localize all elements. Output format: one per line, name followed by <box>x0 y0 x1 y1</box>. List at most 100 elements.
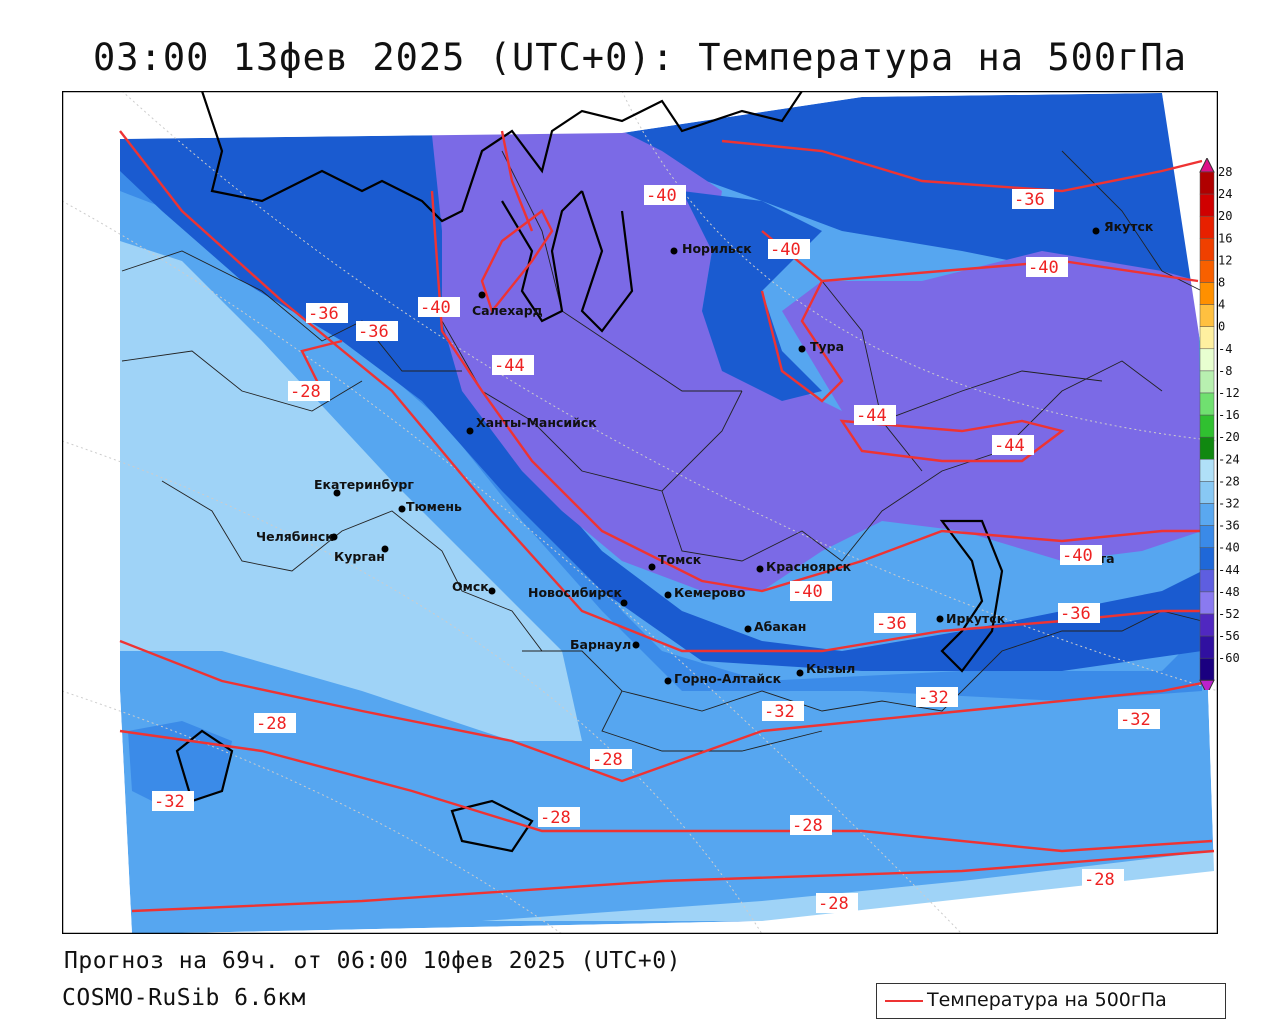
scale-swatch <box>1199 370 1215 394</box>
scale-bottom-arrow <box>1199 679 1215 696</box>
city-label: Горно-Алтайск <box>674 671 782 686</box>
svg-text:-36: -36 <box>876 614 907 634</box>
iso-label: -32 <box>152 791 194 812</box>
svg-text:-40: -40 <box>1062 546 1093 566</box>
iso-label: -36 <box>1012 189 1054 210</box>
scale-tick-label: 4 <box>1218 298 1225 312</box>
scale-swatch <box>1199 569 1215 593</box>
city-barnaul: Барнаул <box>570 637 640 652</box>
iso-label: -44 <box>854 405 896 426</box>
scale-tick-label: -8 <box>1218 364 1232 378</box>
city-label: Норильск <box>682 241 752 256</box>
city-salekhard: Салехард <box>472 291 543 318</box>
iso-label: -32 <box>1118 709 1160 730</box>
scale-swatch <box>1199 348 1215 372</box>
city-kemerovo: Кемерово <box>664 585 746 600</box>
forecast-info: Прогноз на 69ч. от 06:00 10фев 2025 (UTC… <box>64 948 681 974</box>
coastline <box>175 91 1004 853</box>
city-label: Кемерово <box>674 585 746 600</box>
band-24 <box>120 241 582 741</box>
svg-text:-28: -28 <box>818 894 849 914</box>
scale-tick-label: -60 <box>1218 651 1240 665</box>
iso-label: -28 <box>1082 869 1124 890</box>
scale-top-arrow <box>1199 156 1215 173</box>
cities: Якутск Норильск Салехард Тура Ханты-Манс… <box>256 219 1154 686</box>
scale-tick-label: -36 <box>1218 519 1240 533</box>
scale-swatch <box>1199 547 1215 571</box>
iso-label: -40 <box>1060 545 1102 566</box>
city-tura: Тура <box>798 339 844 354</box>
city-label: Красноярск <box>766 559 852 574</box>
svg-text:-40: -40 <box>770 240 801 260</box>
legend-label: Температура на 500гПа <box>927 989 1167 1011</box>
color-scale-svg: 28 24 20 16 12 8 4 0 -4 -8 -12 -16 -20 -24 -28 -32 -36 -4… <box>1199 156 1240 696</box>
scale-swatch <box>1199 591 1215 615</box>
svg-text:-44: -44 <box>994 436 1025 456</box>
scale-tick-label: -48 <box>1218 585 1240 599</box>
city-abakan: Абакан <box>744 619 806 634</box>
scale-tick-label: -56 <box>1218 629 1240 643</box>
city-label: Томск <box>658 552 702 567</box>
svg-text:-44: -44 <box>856 406 887 426</box>
scale-swatch <box>1199 260 1215 283</box>
svg-text:-40: -40 <box>792 582 823 602</box>
scale-swatch <box>1199 613 1215 637</box>
scale-tick-label: -28 <box>1218 474 1240 488</box>
svg-text:-28: -28 <box>540 808 571 828</box>
svg-text:-36: -36 <box>1014 190 1045 210</box>
scale-swatch <box>1199 193 1215 217</box>
city-kyzyl: Кызыл <box>796 661 855 677</box>
scale-tick-label: 12 <box>1218 253 1232 267</box>
city-label: Челябинск <box>256 529 334 544</box>
city-tomsk: Томск <box>648 552 702 571</box>
city-yakutsk: Якутск <box>1092 219 1154 235</box>
temperature-map: Якутск Норильск Салехард Тура Ханты-Манс… <box>62 91 1218 934</box>
scale-tick-label: -12 <box>1218 386 1240 400</box>
svg-text:-40: -40 <box>1028 258 1059 278</box>
scale-tick-label: -44 <box>1218 563 1240 577</box>
color-scale: 28 24 20 16 12 8 4 0 -4 -8 -12 -16 -20 -24 -28 -32 -36 -4… <box>1198 156 1278 696</box>
scale-swatch <box>1199 326 1215 350</box>
scale-swatch <box>1199 171 1215 195</box>
iso-label: -40 <box>790 581 832 602</box>
iso-label: -40 <box>1026 257 1068 278</box>
city-novosibirsk: Новосибирск <box>528 585 628 607</box>
iso-label: -28 <box>790 815 832 836</box>
svg-text:-32: -32 <box>1120 710 1151 730</box>
city-label: Тюмень <box>406 499 462 514</box>
legend-box: Температура на 500гПа <box>876 983 1226 1019</box>
iso-label: -40 <box>418 297 460 318</box>
scale-swatch <box>1199 657 1215 681</box>
city-khanty: Ханты-Мансийск <box>466 415 597 435</box>
city-label: Иркутск <box>946 611 1006 626</box>
svg-text:-44: -44 <box>494 356 525 376</box>
map-canvas: Якутск Норильск Салехард Тура Ханты-Манс… <box>62 91 1218 934</box>
city-gorno: Горно-Алтайск <box>664 671 782 686</box>
band-36 <box>120 93 1202 671</box>
iso-label: -32 <box>916 687 958 708</box>
graticule <box>62 91 1218 934</box>
iso-label: -36 <box>356 321 398 342</box>
scale-tick-label: -52 <box>1218 607 1240 621</box>
svg-text:-40: -40 <box>420 298 451 318</box>
city-label: Барнаул <box>570 637 631 652</box>
iso-label: -36 <box>874 613 916 634</box>
map-title: 03:00 13фев 2025 (UTC+0): Температура на… <box>93 36 1187 79</box>
iso-label: -28 <box>538 807 580 828</box>
scale-tick-label: 20 <box>1218 209 1232 223</box>
city-label: Кызыл <box>806 661 855 676</box>
scale-swatch <box>1199 392 1215 416</box>
iso-label: -28 <box>288 381 330 402</box>
city-irkutsk: Иркутск <box>936 611 1006 626</box>
scale-swatch <box>1199 282 1215 305</box>
svg-text:-32: -32 <box>154 792 185 812</box>
scale-swatch <box>1199 238 1215 261</box>
scale-swatch <box>1199 525 1215 548</box>
scale-tick-label: -40 <box>1218 541 1240 555</box>
city-kurgan: Курган <box>334 545 389 564</box>
city-chelyabinsk: Челябинск <box>256 529 338 544</box>
scale-tick-label: -16 <box>1218 408 1240 422</box>
band-44 <box>432 131 1202 591</box>
iso-label: -28 <box>254 713 296 734</box>
scale-swatch <box>1199 459 1215 482</box>
